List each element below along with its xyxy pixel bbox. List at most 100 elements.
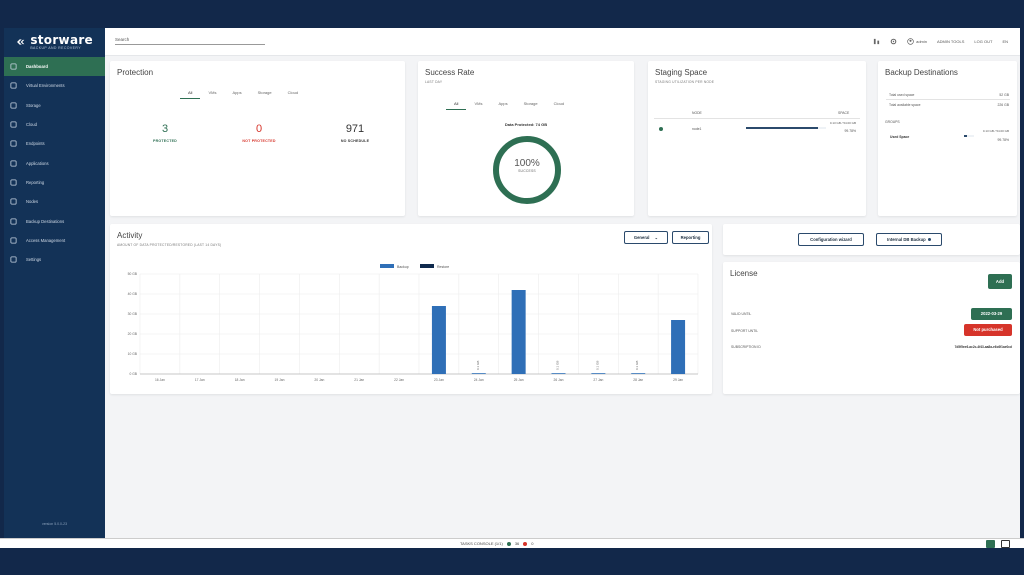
license-card: License Add VALID UNTIL 2022-03-29 SUPPO… [723,262,1020,394]
not-protected-stat: 0 NOT PROTECTED [229,123,289,143]
protection-title: Protection [117,68,154,77]
subscription-id-label: SUBSCRIPTION ID [731,345,761,349]
sidebar-item-label: Applications [26,160,49,166]
x-tick-label: 17 Jan [195,378,205,382]
bar-backup-13[interactable] [671,320,686,374]
col-node-header: NODE [692,111,702,115]
main-content: Search admin ADMIN TOOLS LOG OUT EN Prot… [105,28,1020,538]
console-expand-icon[interactable] [1001,540,1010,548]
vm-icon [10,82,17,89]
logo[interactable]: storware BACKUP AND RECOVERY [4,28,105,55]
bar-value-label: 0.1 GB [476,361,480,370]
sidebar-item-cloud[interactable]: Cloud [4,115,105,134]
success-tab-vms[interactable]: VMs [474,101,483,106]
sidebar-nav: Dashboard Virtual Environments Storage Clou… [4,57,105,269]
x-tick-label: 23 Jan [434,378,444,382]
activity-card: Activity AMOUNT OF DATA PROTECTED/RESTOR… [110,224,712,394]
sidebar-item-label: Endpoints [26,141,45,147]
staging-space-detail: 0.13 GB / 54.00 GB [829,121,856,125]
add-license-button[interactable]: Add [988,274,1012,289]
user-label: admin [916,39,927,44]
screen-bottom-border [0,548,1024,575]
legend-label-backup: Backup [397,265,409,269]
tasks-console-label: TASKS CONSOLE (1/1) [460,541,503,546]
legend-swatch-restore[interactable] [420,264,434,268]
logo-subtitle: BACKUP AND RECOVERY [30,45,81,50]
reporting-button[interactable]: Reporting [672,231,709,244]
user-icon [907,38,914,45]
info-icon [927,238,931,241]
search-input[interactable]: Search [115,37,265,45]
sidebar-item-storage[interactable]: Storage [4,96,105,115]
configuration-wizard-button[interactable]: Configuration wizard [798,233,864,246]
chevron-down-icon: ⌄ [654,235,659,240]
protection-tab-apps[interactable]: Apps [232,90,242,95]
bar-backup-11[interactable] [591,373,606,374]
tasks-icon[interactable] [873,38,880,45]
protection-tabs: All VMs Apps Storage Cloud [180,87,306,99]
admin-tools-menu[interactable]: ADMIN TOOLS [937,39,965,44]
x-tick-label: 18 Jan [235,378,245,382]
tasks-console-bar[interactable]: TASKS CONSOLE (1/1) 36 0 [0,538,1024,548]
internal-db-backup-button[interactable]: Internal DB Backup [876,233,942,246]
console-toggle-icon[interactable] [986,540,995,548]
bar-value-label: 0.1 GB [556,361,560,370]
bar-backup-8[interactable] [471,373,486,374]
sidebar-item-virtual-environments[interactable]: Virtual Environments [4,76,105,95]
legend-swatch-backup[interactable] [380,264,394,268]
protection-tab-cloud[interactable]: Cloud [287,90,299,95]
success-tab-cloud[interactable]: Cloud [553,101,565,106]
protection-tab-storage[interactable]: Storage [257,90,272,95]
sidebar-item-dashboard[interactable]: Dashboard [4,57,105,77]
sidebar-item-access-management[interactable]: Access Management [4,231,105,250]
cloud-icon [10,121,17,128]
total-available-label: Total available space [889,103,921,107]
error-status-dot [523,541,528,546]
sidebar-item-endpoints[interactable]: Endpoints [4,134,105,153]
activity-title: Activity [117,231,143,240]
bar-backup-7[interactable] [431,306,446,374]
protection-tab-all[interactable]: All [180,87,201,99]
staging-space-pct: 99.78% [844,129,857,133]
backup-destinations-card: Backup Destinations Total used space 52 … [878,61,1017,216]
activity-subtitle: AMOUNT OF DATA PROTECTED/RESTORED (LAST … [117,243,222,247]
gear-icon[interactable] [890,38,897,45]
bar-backup-12[interactable] [631,373,646,374]
y-tick-label: 20 GB [128,332,138,336]
not-protected-count: 0 [255,123,263,135]
success-tab-apps[interactable]: Apps [498,101,508,106]
valid-until-value: 2022-03-29 [971,308,1012,320]
general-dropdown[interactable]: General ⌄ [624,231,668,244]
actions-card: Configuration wizard Internal DB Backup [723,224,1020,255]
success-rate-card: Success Rate LAST DAY All VMs Apps Storage C… [418,61,634,216]
sidebar-item-reporting[interactable]: Reporting [4,173,105,192]
data-protected-label: Data Protected: 74 GB [504,122,548,127]
sidebar-item-settings[interactable]: Settings [4,250,105,269]
ok-count: 36 [514,541,520,546]
x-tick-label: 28 Jan [633,378,643,382]
logout-link[interactable]: LOG OUT [974,39,993,44]
x-tick-label: 27 Jan [593,378,603,382]
x-tick-label: 25 Jan [514,378,524,382]
success-tab-storage[interactable]: Storage [523,101,538,106]
success-percent: 100% [514,158,540,169]
user-menu[interactable]: admin [907,38,927,45]
bar-backup-10[interactable] [551,373,566,374]
x-tick-label: 22 Jan [394,378,404,382]
staging-title: Staging Space [655,68,708,77]
sidebar-item-applications[interactable]: Applications [4,153,105,172]
sidebar-item-label: Nodes [26,199,39,205]
laptop-icon [10,140,17,147]
bar-backup-9[interactable] [511,290,526,374]
storage-icon [10,102,17,109]
language-select[interactable]: EN [1002,39,1008,44]
protection-tab-vms[interactable]: VMs [208,90,217,95]
sidebar-item-backup-destinations[interactable]: Backup Destinations [4,211,105,230]
success-tab-all[interactable]: All [446,98,467,110]
success-donut: 100% SUCCESS [491,134,563,206]
x-tick-label: 26 Jan [554,378,564,382]
protected-label: PROTECTED [153,139,177,143]
protection-card: Protection All VMs Apps Storage Cloud 3 PROT… [110,61,405,216]
sidebar-item-nodes[interactable]: Nodes [4,192,105,211]
y-tick-label: 40 GB [128,292,138,296]
